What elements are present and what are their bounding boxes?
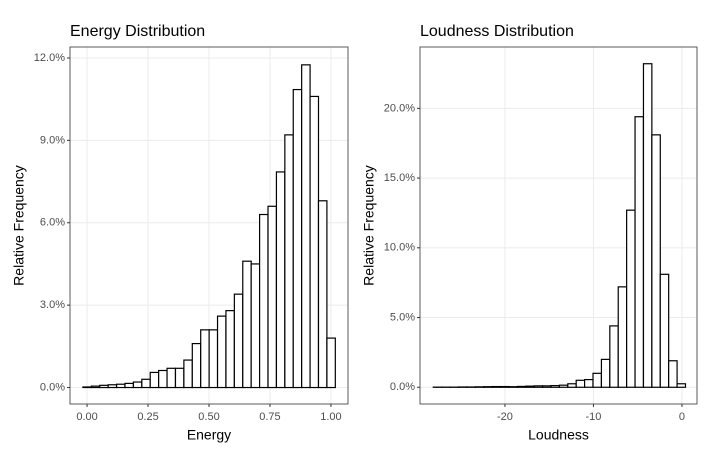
- x-tick-label: 0: [679, 411, 685, 423]
- bar: [174, 367, 185, 389]
- bar: [609, 325, 619, 388]
- y-tick-label: 10.0%: [384, 242, 415, 254]
- chart-title: Loudness Distribution: [420, 23, 574, 40]
- bar: [668, 360, 678, 388]
- bar: [567, 383, 577, 388]
- chart-title: Energy Distribution: [70, 23, 205, 40]
- bar: [107, 384, 118, 389]
- bar: [166, 367, 177, 389]
- bar: [149, 371, 160, 389]
- bar: [292, 88, 303, 389]
- bar: [550, 384, 560, 388]
- bar: [275, 171, 286, 389]
- bar: [284, 134, 294, 389]
- bar: [309, 95, 320, 389]
- bar: [233, 293, 244, 389]
- bar: [626, 209, 636, 388]
- y-axis-label: Relative Frequency: [11, 165, 27, 286]
- panel-border: [419, 46, 698, 405]
- bar: [208, 329, 219, 389]
- bar: [499, 385, 510, 388]
- x-tick-label: 0.00: [76, 411, 97, 423]
- bar: [558, 384, 569, 388]
- bar: [200, 329, 210, 389]
- bar: [124, 382, 135, 389]
- bar: [575, 379, 586, 388]
- bar: [326, 337, 336, 389]
- y-tick-label: 3.0%: [40, 299, 65, 311]
- bar: [516, 385, 527, 388]
- bar: [250, 263, 261, 389]
- bar: [541, 385, 552, 388]
- bar: [216, 315, 227, 389]
- x-tick-label: 0.50: [198, 411, 219, 423]
- bar: [642, 63, 653, 388]
- bar: [508, 386, 518, 388]
- x-tick-label: 0.25: [137, 411, 158, 423]
- x-axis-label: Energy: [187, 427, 231, 443]
- y-tick-label: 0.0%: [40, 381, 65, 393]
- x-tick-label: -10: [586, 411, 602, 423]
- bar: [584, 378, 594, 388]
- x-axis-label: Loudness: [528, 427, 589, 443]
- bar: [183, 359, 193, 389]
- bar: [90, 385, 101, 389]
- bar: [191, 342, 202, 389]
- bar: [99, 384, 109, 389]
- bar: [491, 385, 502, 388]
- x-tick-label: -20: [497, 411, 513, 423]
- bar: [115, 383, 126, 389]
- bar: [242, 260, 252, 389]
- bar: [259, 213, 269, 389]
- bar: [483, 386, 493, 388]
- bar: [533, 385, 544, 388]
- y-tick-label: 6.0%: [40, 217, 65, 229]
- bar: [676, 383, 687, 388]
- bar: [82, 386, 92, 389]
- bar: [634, 116, 645, 388]
- bar: [317, 200, 328, 389]
- y-tick-label: 9.0%: [40, 134, 65, 146]
- bar: [141, 378, 151, 389]
- bar: [651, 134, 661, 388]
- y-tick-label: 0.0%: [390, 381, 415, 393]
- bar: [592, 372, 603, 388]
- bar: [600, 358, 611, 388]
- x-tick-label: 1.00: [320, 411, 341, 423]
- bar: [301, 64, 311, 389]
- y-tick-label: 15.0%: [384, 172, 415, 184]
- panel-border: [69, 46, 349, 405]
- y-tick-label: 12.0%: [34, 52, 65, 64]
- x-tick-label: 0.75: [259, 411, 280, 423]
- bar: [617, 286, 628, 388]
- y-axis-label: Relative Frequency: [361, 165, 377, 286]
- y-tick-label: 20.0%: [384, 102, 415, 114]
- bar: [659, 273, 670, 388]
- bar: [225, 310, 235, 389]
- y-tick-label: 5.0%: [390, 311, 415, 323]
- bar: [158, 369, 168, 389]
- bar: [525, 385, 535, 388]
- bar: [132, 381, 143, 389]
- bar: [267, 205, 278, 389]
